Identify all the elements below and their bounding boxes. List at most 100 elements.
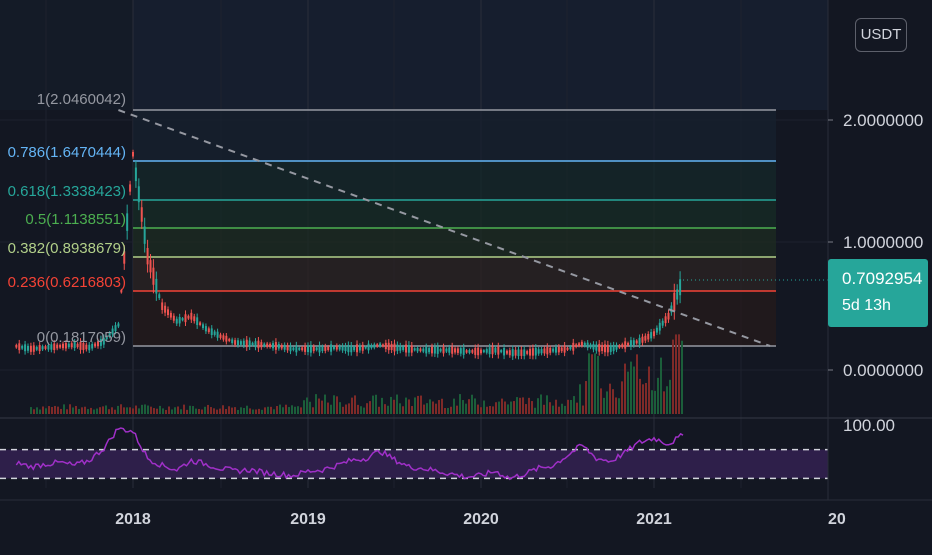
candle-body [598, 343, 601, 352]
volume-bar [468, 399, 470, 414]
volume-bars [30, 334, 683, 414]
volume-bar [327, 402, 329, 414]
volume-bar [495, 402, 497, 414]
candle-body [658, 322, 661, 331]
volume-bar [312, 407, 314, 414]
candle-body [572, 342, 575, 351]
candle-body [269, 343, 272, 348]
volume-bar [267, 406, 269, 414]
volume-bar [255, 409, 257, 414]
volume-bar [357, 404, 359, 414]
last-price-value: 0.7092954 [842, 269, 923, 288]
candle-body [347, 345, 350, 353]
fibonacci-retracement[interactable] [133, 109, 776, 347]
volume-bar [300, 407, 302, 414]
candle-body [172, 315, 175, 321]
volume-bar [519, 397, 521, 414]
currency-button[interactable]: USDT [855, 18, 907, 52]
fib-zone [133, 257, 776, 291]
candle-body [474, 347, 477, 355]
candle-body [563, 345, 566, 353]
candle-body [407, 344, 410, 353]
fib-level-label: 0.618(1.3338423) [8, 183, 126, 200]
volume-bar [276, 406, 278, 414]
volume-bar [228, 406, 230, 414]
candle-body [178, 317, 181, 324]
candle-body [167, 309, 169, 316]
candle-body [508, 350, 511, 356]
volume-bar [501, 398, 503, 414]
volume-bar [78, 408, 80, 414]
candle-body [430, 346, 433, 354]
candle-body [152, 267, 155, 285]
candle-body [459, 348, 462, 354]
candle-body [560, 347, 563, 352]
volume-bar [129, 407, 131, 414]
candle-body [523, 349, 526, 357]
candle-body [356, 344, 359, 353]
candle-body [632, 340, 635, 346]
volume-bar [213, 408, 215, 414]
volume-bar [372, 395, 374, 414]
volume-bar [474, 398, 476, 414]
volume-bar [237, 409, 239, 414]
volume-bar [189, 405, 191, 414]
candle-body [367, 343, 370, 351]
candle-body [199, 322, 202, 325]
volume-bar [51, 407, 53, 414]
candle-body [592, 343, 595, 350]
volume-bar [411, 406, 413, 414]
volume-bar [315, 394, 317, 414]
volume-bar [423, 404, 425, 414]
volume-bar [660, 357, 662, 414]
candle-body [222, 335, 225, 340]
candle-body [442, 346, 445, 354]
volume-bar [120, 404, 122, 414]
volume-bar [57, 406, 59, 414]
candle-body [251, 342, 254, 346]
candle-body [543, 348, 546, 354]
bar-countdown: 5d 13h [842, 297, 891, 314]
volume-bar [606, 391, 608, 414]
volume-bar [672, 339, 674, 414]
trend-line[interactable] [118, 109, 771, 347]
candle-body [307, 345, 309, 353]
volume-bar [438, 400, 440, 414]
volume-bar [369, 401, 371, 414]
candle-body [330, 344, 333, 352]
volume-bar [201, 409, 203, 414]
candle-body [647, 333, 650, 340]
volume-bar [378, 406, 380, 414]
volume-bar [462, 400, 464, 414]
candle-body [161, 302, 164, 310]
volume-bar [561, 403, 563, 414]
volume-bar [30, 407, 32, 414]
candle-body [140, 207, 143, 222]
candle-body [445, 348, 448, 352]
candle-body [187, 315, 190, 319]
volume-bar [270, 406, 272, 414]
volume-bar [447, 407, 449, 414]
candle-body [612, 344, 615, 352]
volume-bar [645, 382, 647, 414]
candle-body [589, 344, 592, 348]
candle-body [111, 328, 114, 335]
time-axis-label: 20 [828, 511, 846, 528]
candle-body [390, 343, 393, 351]
time-axis-label: 2018 [115, 511, 151, 528]
price-candles [15, 149, 828, 361]
candle-body [399, 345, 402, 351]
candle-body [670, 305, 673, 313]
candle-body [134, 167, 137, 182]
volume-bar [516, 397, 518, 414]
candle-body [664, 316, 667, 324]
volume-bar [489, 405, 491, 414]
candle-body [76, 343, 79, 348]
candle-body [422, 348, 425, 352]
volume-bar [537, 398, 539, 414]
candle-body [439, 348, 442, 352]
rsi-axis-label: 100.00 [843, 416, 895, 435]
volume-bar [216, 409, 218, 414]
